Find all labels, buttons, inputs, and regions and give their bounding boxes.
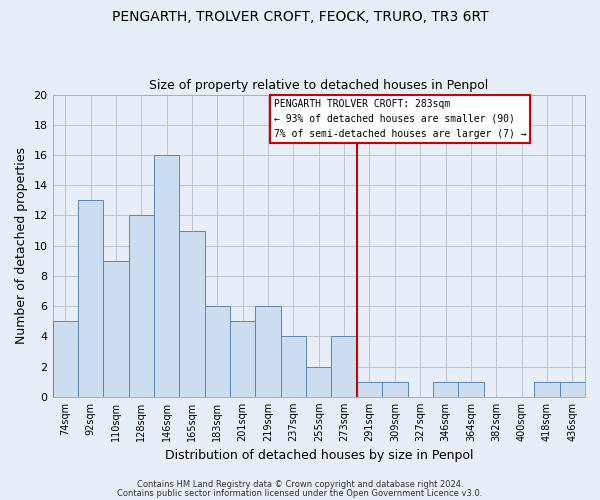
Bar [357, 382, 382, 397]
Bar [103, 261, 128, 397]
Bar [534, 382, 560, 397]
Title: Size of property relative to detached houses in Penpol: Size of property relative to detached ho… [149, 79, 488, 92]
Bar [154, 155, 179, 397]
Bar [331, 336, 357, 397]
Bar [256, 306, 281, 397]
Y-axis label: Number of detached properties: Number of detached properties [15, 147, 28, 344]
Bar [433, 382, 458, 397]
Bar [53, 321, 78, 397]
Text: PENGARTH, TROLVER CROFT, FEOCK, TRURO, TR3 6RT: PENGARTH, TROLVER CROFT, FEOCK, TRURO, T… [112, 10, 488, 24]
Bar [128, 216, 154, 397]
Bar [179, 230, 205, 397]
Bar [205, 306, 230, 397]
X-axis label: Distribution of detached houses by size in Penpol: Distribution of detached houses by size … [164, 450, 473, 462]
Bar [560, 382, 585, 397]
Bar [78, 200, 103, 397]
Text: Contains HM Land Registry data © Crown copyright and database right 2024.: Contains HM Land Registry data © Crown c… [137, 480, 463, 489]
Bar [382, 382, 407, 397]
Bar [230, 321, 256, 397]
Text: Contains public sector information licensed under the Open Government Licence v3: Contains public sector information licen… [118, 488, 482, 498]
Text: PENGARTH TROLVER CROFT: 283sqm
← 93% of detached houses are smaller (90)
7% of s: PENGARTH TROLVER CROFT: 283sqm ← 93% of … [274, 99, 526, 138]
Bar [458, 382, 484, 397]
Bar [306, 366, 331, 397]
Bar [281, 336, 306, 397]
